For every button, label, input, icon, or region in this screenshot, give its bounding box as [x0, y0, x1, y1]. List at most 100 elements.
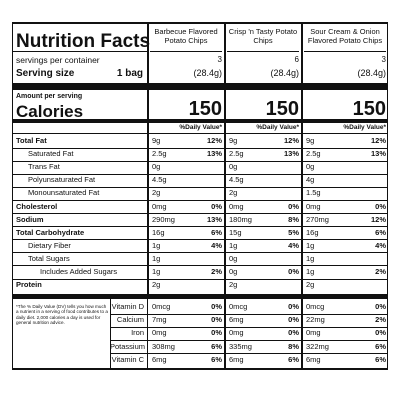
- vitamin-amount: 0mg: [229, 328, 244, 338]
- vitamin-amount: 6mg: [152, 354, 167, 364]
- vitamin-name: Vitamin D: [111, 302, 144, 311]
- calories-value: 150: [352, 98, 386, 120]
- nutrient-dv: 0%: [375, 201, 386, 211]
- nutrient-amount: 2g: [152, 280, 161, 290]
- nutrient-dv: 12%: [206, 136, 222, 145]
- nutrient-amount: 4g: [306, 175, 315, 185]
- vitamin-dv: 6%: [375, 341, 386, 351]
- nutrient-name: Polyunsaturated Fat: [28, 175, 96, 185]
- nutrient-name: Saturated Fat: [28, 149, 74, 159]
- serving-size-value: (28.4g): [270, 68, 299, 78]
- nutrient-amount: 290mg: [152, 214, 175, 224]
- nutrient-amount: 1g: [306, 267, 315, 276]
- rule: [304, 51, 386, 52]
- rule: [12, 119, 388, 123]
- nutrient-amount: 9g: [229, 136, 238, 145]
- nutrient-amount: 16g: [152, 227, 165, 237]
- nutrient-amount: 0g: [306, 162, 315, 172]
- rule: [12, 160, 388, 162]
- nutrient-amount: 0mg: [152, 201, 167, 211]
- column-divider: [301, 22, 303, 370]
- nutrient-amount: 0g: [229, 253, 238, 263]
- vitamin-dv: 6%: [288, 354, 299, 364]
- nutrient-amount: 180mg: [229, 214, 252, 224]
- vitamin-dv: 8%: [288, 341, 299, 351]
- vitamin-dv: 0%: [375, 328, 386, 338]
- daily-value-heading: %Daily Value*: [256, 124, 299, 131]
- vitamin-name: Vitamin C: [111, 354, 144, 364]
- nutrient-dv: 2%: [211, 267, 222, 276]
- nutrient-amount: 0mg: [306, 201, 321, 211]
- rule: [110, 340, 388, 341]
- nutrient-amount: 1g: [152, 253, 161, 263]
- vitamin-amount: 22mg: [306, 315, 325, 325]
- vitamin-amount: 6mg: [229, 315, 244, 325]
- nutrient-amount: 4.5g: [229, 175, 244, 185]
- servings-value: 3: [217, 55, 222, 64]
- nutrient-amount: 0mg: [229, 201, 244, 211]
- nutrient-amount: 2.5g: [306, 149, 321, 159]
- vitamin-amount: 6mg: [306, 354, 321, 364]
- nutrient-amount: 4.5g: [152, 175, 167, 185]
- vitamin-amount: 7mg: [152, 315, 167, 325]
- vitamin-dv: 6%: [211, 354, 222, 364]
- nutrient-amount: 9g: [152, 136, 161, 145]
- nutrient-dv: 13%: [206, 149, 222, 159]
- nutrient-dv: 0%: [288, 267, 299, 276]
- rule: [227, 51, 299, 52]
- calories-label: Calories: [16, 102, 84, 121]
- nutrient-dv: 6%: [375, 227, 386, 237]
- rule: [110, 326, 388, 328]
- rule: [12, 22, 388, 24]
- nutrient-dv: 4%: [375, 240, 386, 250]
- rule: [12, 239, 388, 241]
- vitamin-amount: 0mcg: [306, 302, 325, 311]
- rule: [12, 186, 388, 188]
- vitamin-amount: 0mg: [306, 328, 321, 338]
- column-heading: Crisp 'n Tasty Potato Chips: [228, 27, 298, 45]
- column-divider: [110, 299, 111, 370]
- rule: [12, 83, 388, 90]
- vitamin-amount: 322mg: [306, 341, 329, 351]
- serving-size-value: (28.4g): [357, 68, 386, 78]
- vitamin-dv: 0%: [211, 315, 222, 325]
- vitamin-dv: 0%: [211, 302, 222, 311]
- serving-size-value: (28.4g): [193, 68, 222, 78]
- daily-value-heading: %Daily Value*: [343, 124, 386, 131]
- rule: [12, 368, 388, 370]
- nutrient-dv: 4%: [211, 240, 222, 250]
- nutrient-name: Protein: [16, 280, 42, 290]
- daily-value-heading: %Daily Value*: [179, 124, 222, 131]
- nutrient-amount: 2g: [229, 188, 238, 198]
- footnote: *The % Daily Value (DV) tells you how mu…: [16, 304, 108, 325]
- nutrient-amount: 1g: [306, 253, 315, 263]
- rule: [12, 294, 388, 299]
- rule: [110, 353, 388, 355]
- nutrient-dv: 12%: [283, 136, 299, 145]
- rule: [110, 313, 388, 315]
- vitamin-amount: 0mg: [152, 328, 167, 338]
- nutrient-amount: 2.5g: [229, 149, 244, 159]
- column-heading: Sour Cream & Onion Flavored Potato Chips: [307, 27, 383, 45]
- serving-size-label: Serving size: [16, 68, 75, 79]
- nutrient-amount: 16g: [306, 227, 319, 237]
- calories-value: 150: [188, 98, 222, 120]
- nutrient-dv: 2%: [375, 267, 386, 276]
- rule: [12, 265, 388, 267]
- nutrient-dv: 13%: [206, 214, 222, 224]
- rule: [12, 147, 388, 149]
- calories-value: 150: [265, 98, 299, 120]
- rule: [12, 252, 388, 254]
- nutrient-amount: 0g: [229, 267, 238, 276]
- nutrient-dv: 8%: [288, 214, 299, 224]
- nutrient-dv: 6%: [211, 227, 222, 237]
- rule: [12, 213, 388, 214]
- nutrient-name: Sodium: [16, 214, 44, 224]
- vitamin-amount: 0mcg: [152, 302, 171, 311]
- nutrient-amount: 15g: [229, 227, 242, 237]
- nutrient-amount: 0g: [229, 162, 238, 172]
- nutrient-name: Cholesterol: [16, 201, 58, 211]
- nutrient-amount: 270mg: [306, 214, 329, 224]
- vitamin-dv: 0%: [211, 328, 222, 338]
